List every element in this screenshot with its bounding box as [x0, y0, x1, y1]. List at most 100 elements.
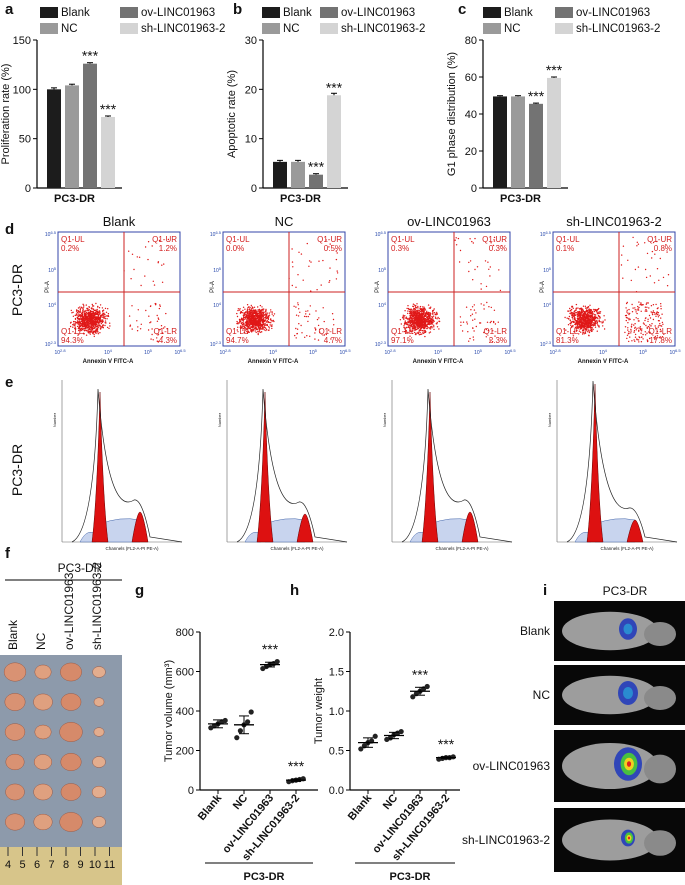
event-dot — [571, 316, 574, 319]
event-dot — [257, 318, 260, 321]
tick-exponent: 6.5 — [545, 230, 551, 235]
event-dot — [420, 326, 422, 328]
tumor — [59, 812, 83, 832]
event-dot — [90, 316, 92, 319]
event-dot — [633, 330, 636, 332]
event-dot — [270, 309, 272, 311]
event-dot — [492, 244, 495, 247]
event-dot — [409, 335, 411, 337]
event-dot — [256, 324, 259, 326]
quadrant-value: 4.3% — [159, 336, 177, 345]
event-dot — [628, 308, 630, 311]
event-dot — [268, 326, 270, 328]
row-label: PC3-DR — [9, 264, 25, 316]
event-dot — [257, 332, 259, 334]
event-dot — [429, 328, 431, 330]
tumor — [92, 816, 106, 828]
event-dot — [419, 315, 421, 318]
tick-label: 102.3 — [375, 340, 387, 348]
event-dot — [571, 313, 573, 315]
event-dot — [490, 242, 492, 244]
event-dot — [583, 333, 585, 335]
event-dot — [317, 324, 320, 327]
event-dot — [656, 330, 659, 333]
legend-label: Blank — [504, 7, 533, 19]
event-dot — [259, 311, 261, 314]
event-dot — [628, 332, 630, 335]
panel-letter: h — [290, 582, 299, 599]
event-dot — [129, 325, 131, 327]
quadrant-name: Q1-UR — [482, 235, 507, 244]
tick-label: 105 — [474, 348, 483, 356]
event-dot — [631, 323, 633, 325]
event-dot — [265, 329, 267, 332]
event-dot — [266, 319, 268, 322]
event-dot — [578, 323, 581, 326]
event-dot — [565, 329, 567, 331]
event-dot — [426, 312, 428, 314]
event-dot — [455, 244, 458, 246]
event-dot — [410, 309, 412, 311]
event-dot — [572, 326, 574, 328]
event-dot — [567, 324, 570, 326]
event-dot — [266, 317, 268, 319]
event-dot — [318, 260, 320, 262]
mouse-head — [644, 754, 676, 784]
event-dot — [269, 324, 271, 326]
tick-base: 10 — [375, 232, 381, 238]
event-dot — [573, 315, 575, 317]
event-dot — [404, 322, 406, 324]
event-dot — [99, 318, 101, 320]
event-dot — [587, 319, 589, 321]
g1-peak — [421, 391, 439, 543]
event-dot — [641, 304, 644, 306]
event-dot — [620, 264, 623, 266]
y-tick-label: 800 — [176, 627, 194, 639]
event-dot — [655, 327, 657, 329]
event-dot — [473, 304, 475, 306]
quadrant-value: 94.3% — [61, 336, 84, 345]
event-dot — [261, 320, 263, 322]
event-dot — [92, 321, 94, 323]
event-dot — [624, 331, 626, 334]
tumor — [33, 813, 53, 831]
panel-letter: i — [543, 582, 547, 599]
event-dot — [270, 311, 272, 313]
event-dot — [252, 323, 254, 325]
event-dot — [644, 310, 646, 312]
event-dot — [411, 316, 414, 318]
event-dot — [236, 315, 239, 318]
event-dot — [633, 324, 635, 326]
event-dot — [575, 324, 577, 326]
tick-label: 104 — [543, 301, 552, 309]
tick-base: 10 — [540, 232, 546, 238]
event-dot — [253, 306, 256, 308]
event-dot — [102, 316, 105, 318]
event-dot — [424, 330, 427, 332]
event-dot — [575, 330, 578, 332]
mouse-head — [644, 830, 676, 856]
event-dot — [632, 307, 634, 309]
event-dot — [263, 327, 265, 329]
event-dot — [646, 302, 648, 304]
event-dot — [423, 307, 426, 310]
event-dot — [258, 308, 261, 311]
event-dot — [604, 319, 606, 321]
event-dot — [103, 317, 105, 319]
event-dot — [408, 317, 410, 320]
event-dot — [428, 332, 430, 334]
y-tick-label: 30 — [245, 35, 257, 47]
event-dot — [250, 328, 252, 331]
event-dot — [86, 326, 88, 328]
event-dot — [263, 314, 266, 316]
event-dot — [598, 311, 600, 313]
event-dot — [589, 324, 592, 326]
event-dot — [242, 325, 245, 327]
event-dot — [318, 317, 320, 319]
event-dot — [252, 320, 254, 322]
signal-mid — [623, 623, 633, 635]
event-dot — [416, 313, 418, 315]
event-dot — [99, 304, 102, 306]
event-dot — [593, 322, 596, 324]
event-dot — [419, 331, 421, 334]
